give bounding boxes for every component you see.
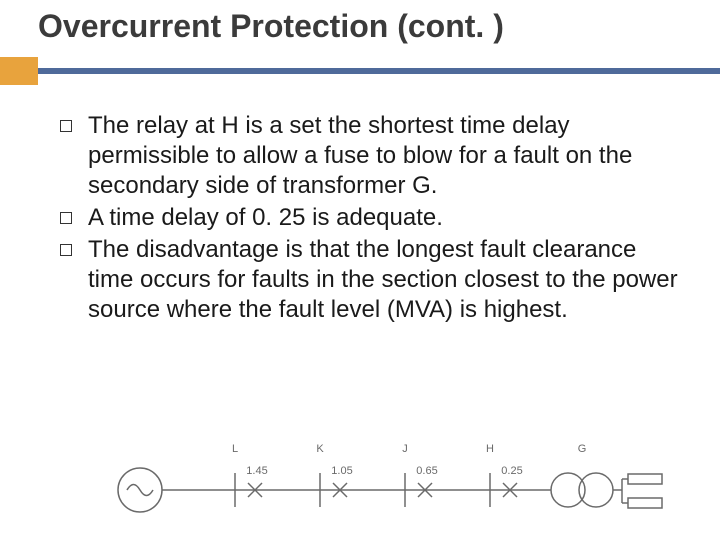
bus-label: G xyxy=(578,443,587,455)
relay-value: 0.65 xyxy=(416,465,437,477)
bus-label: H xyxy=(486,443,494,455)
relay-value: 0.25 xyxy=(501,465,522,477)
circuit-diagram: 1.45 L 1.05 K 0.65 J 0.25 H G xyxy=(95,430,665,530)
bus-label: L xyxy=(232,443,238,455)
page-title: Overcurrent Protection (cont. ) xyxy=(0,0,720,45)
relay-value: 1.05 xyxy=(331,465,352,477)
accent-orange-block xyxy=(0,57,38,85)
accent-blue-line xyxy=(38,68,720,74)
list-item: A time delay of 0. 25 is adequate. xyxy=(60,203,680,233)
bus-label: J xyxy=(402,443,408,455)
content-area: The relay at H is a set the shortest tim… xyxy=(0,85,720,325)
bus-label: K xyxy=(316,443,324,455)
list-item: The disadvantage is that the longest fau… xyxy=(60,235,680,325)
list-item: The relay at H is a set the shortest tim… xyxy=(60,111,680,201)
bullet-list: The relay at H is a set the shortest tim… xyxy=(60,111,680,325)
title-accent xyxy=(0,57,720,85)
relay-value: 1.45 xyxy=(246,465,267,477)
